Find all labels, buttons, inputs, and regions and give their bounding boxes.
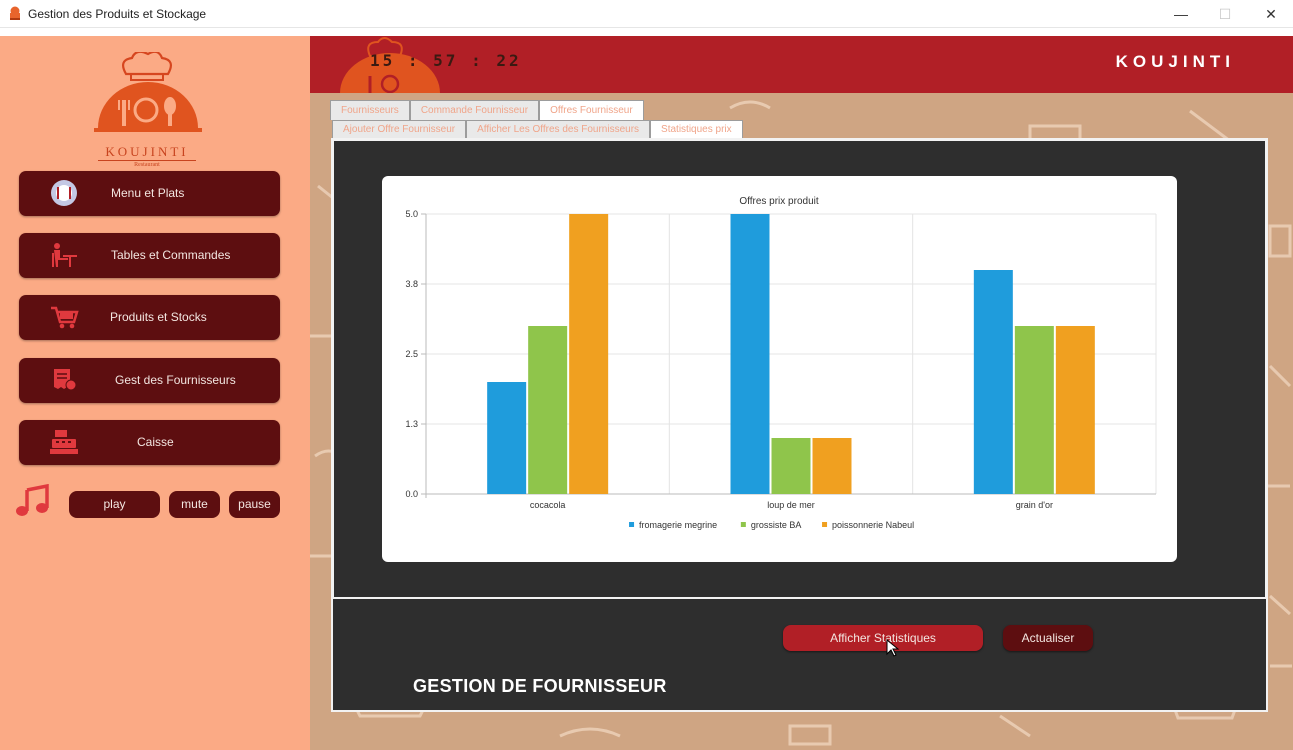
x-tick-label: grain d'or [1016,500,1053,510]
chef-hat-logo-icon [94,50,202,132]
legend-swatch [740,522,746,527]
bar-fromagerie-megrine-cocacola[interactable] [487,382,527,494]
bar-poissonnerie-Nabeul-cocacola[interactable] [569,214,609,494]
chart-card: Offres prix produit 0.0 1.3 2.5 3.8 5.0 cocac… [382,176,1177,562]
x-tick-label: loup de mer [767,500,815,510]
restaurant-logo: KOUJINTI Restaurant [88,50,218,168]
actualiser-button[interactable]: Actualiser [1003,625,1093,651]
tab-afficher-offres[interactable]: Afficher Les Offres des Fournisseurs [466,120,651,139]
legend-swatch [822,522,828,527]
legend-swatch [629,522,635,527]
tab-commande-fournisseur[interactable]: Commande Fournisseur [409,100,540,120]
bar-poissonnerie-Nabeul-grain-d-or[interactable] [1055,326,1095,494]
nav-fournisseurs-label: Gest des Fournisseurs [115,373,236,387]
main-area: 15 : 57 : 22 KOUJINTI Fournisseurs Comma… [310,36,1293,750]
logo-name: KOUJINTI [105,144,189,159]
mouse-cursor-icon [886,639,900,657]
sidebar: KOUJINTI Restaurant Menu et Plats Tables… [0,36,310,750]
section-title: GESTION DE FOURNISSEUR [413,676,667,696]
legend-label: grossiste BA [751,520,802,530]
plate-icon [51,180,77,206]
sub-tabs: Ajouter Offre Fournisseur Afficher Les O… [332,120,743,139]
nav-tables-commandes-button[interactable]: Tables et Commandes [19,233,280,278]
nav-gest-fournisseurs-button[interactable]: Gest des Fournisseurs [19,358,280,403]
y-tick-label: 0.0 [405,489,418,499]
main-tabs: Fournisseurs Commande Fournisseur Offres… [330,100,644,120]
chart-legend: fromagerie megrine grossiste BA poissonner… [629,520,914,530]
bar-chart: Offres prix produit 0.0 1.3 2.5 3.8 5.0 cocac… [405,196,1157,530]
y-tick-label: 1.3 [405,419,418,429]
tab-fournisseurs[interactable]: Fournisseurs [330,100,410,120]
pause-button[interactable]: pause [229,491,280,518]
table-chair-icon [52,243,77,267]
nav-caisse-button[interactable]: Caisse [19,420,280,465]
mute-button[interactable]: mute [169,491,220,518]
afficher-statistiques-button[interactable]: Afficher Statistiques [783,625,983,651]
top-header: 15 : 57 : 22 KOUJINTI [310,36,1293,93]
nav-tables-label: Tables et Commandes [111,248,231,262]
tab-statistiques-prix[interactable]: Statistiques prix [650,120,743,139]
bar-poissonnerie-Nabeul-loup-de-mer[interactable] [812,438,852,494]
window-title: Gestion des Produits et Stockage [28,7,207,21]
close-button[interactable]: ✕ [1265,5,1277,22]
bar-grossiste-BA-loup-de-mer[interactable] [771,438,811,494]
chart-labels: 0.0 1.3 2.5 3.8 5.0 cocacola loup de mer grain … [405,209,1052,510]
play-button[interactable]: play [69,491,160,518]
chart-title: Offres prix produit [739,196,819,207]
tab-offres-fournisseur[interactable]: Offres Fournisseur [539,100,644,120]
y-tick-label: 3.8 [405,279,418,289]
bar-grossiste-BA-cocacola[interactable] [528,326,568,494]
cart-icon [51,306,79,329]
bar-fromagerie-megrine-loup-de-mer[interactable] [730,214,770,494]
window-titlebar: Gestion des Produits et Stockage — ☐ ✕ [0,0,1293,28]
logo-subtitle: Restaurant [98,160,196,168]
minimize-button[interactable]: — [1174,6,1188,22]
receipt-icon [54,369,77,391]
header-brand: KOUJINTI [1115,52,1235,71]
legend-label: fromagerie megrine [639,520,717,530]
nav-caisse-label: Caisse [137,435,174,449]
bar-grossiste-BA-grain-d-or[interactable] [1014,326,1054,494]
chef-hat-app-icon [10,6,20,20]
nav-produits-stocks-button[interactable]: Produits et Stocks [19,295,280,340]
nav-produits-label: Produits et Stocks [110,310,207,324]
nav-menu-label: Menu et Plats [111,186,185,200]
music-note-icon [16,484,49,516]
tab-ajouter-offre[interactable]: Ajouter Offre Fournisseur [332,120,467,139]
clock-display: 15 : 57 : 22 [370,51,522,70]
legend-label: poissonnerie Nabeul [832,520,914,530]
statistics-panel: Offres prix produit 0.0 1.3 2.5 3.8 5.0 cocac… [331,138,1268,600]
maximize-button[interactable]: ☐ [1218,5,1232,22]
x-tick-label: cocacola [530,500,566,510]
header-logo-icon [340,37,440,93]
actions-panel: Afficher Statistiques Actualiser GESTION… [331,599,1268,712]
cash-register-icon [50,430,78,454]
chart-bars [487,214,1095,494]
nav-menu-et-plats-button[interactable]: Menu et Plats [19,171,280,216]
y-tick-label: 2.5 [405,349,418,359]
y-tick-label: 5.0 [405,209,418,219]
bar-fromagerie-megrine-grain-d-or[interactable] [973,270,1013,494]
